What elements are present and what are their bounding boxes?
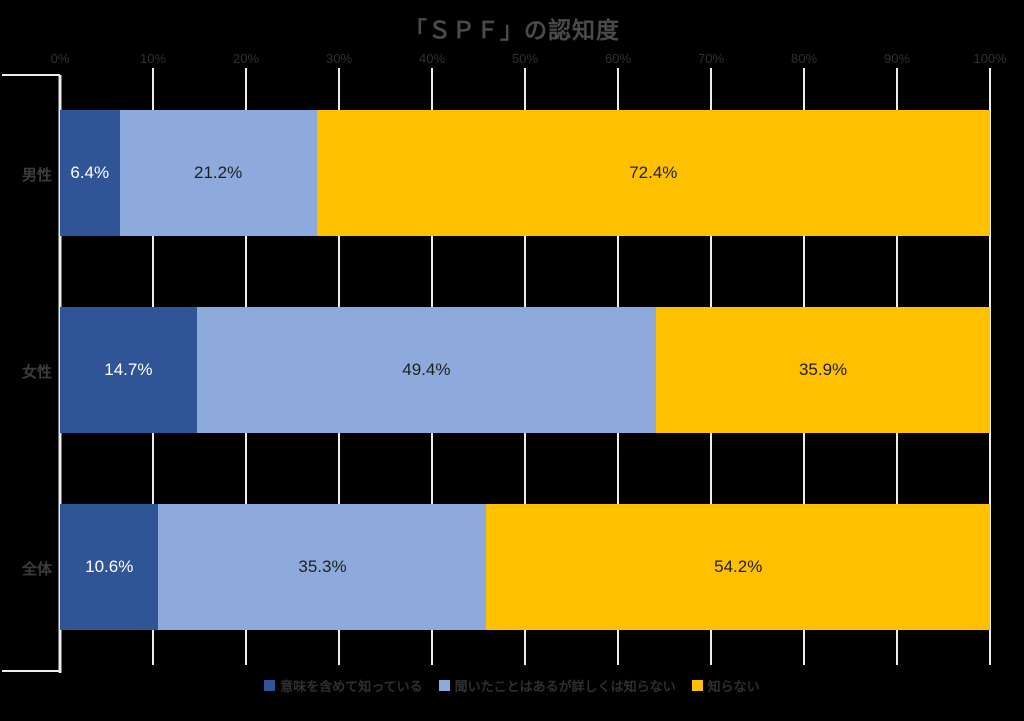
bar-value-label: 35.9% <box>798 360 848 379</box>
legend-swatch <box>264 680 276 691</box>
x-axis-tick-label: 30% <box>325 51 353 66</box>
x-axis-tick-label: 40% <box>418 51 446 66</box>
category-label: 全体 <box>21 561 52 578</box>
plot-area: 6.4% 21.2% 72.4% 14.7% 49.4% 35.9% 10.6% 35.3% 5… <box>58 68 991 673</box>
bar-segment: 14.7% <box>60 307 197 433</box>
bar-segment: 72.4% <box>316 110 990 236</box>
bar-segment: 35.9% <box>656 307 990 433</box>
chart-title: 「ＳＰＦ」の認知度 <box>404 17 620 43</box>
legend-label: 意味を含めて知っている <box>280 679 423 694</box>
legend-item: 知らない <box>691 676 760 695</box>
x-axis-tick-label: 80% <box>790 51 818 66</box>
category-label: 女性 <box>21 364 52 381</box>
x-axis-tick-label: 10% <box>139 51 167 66</box>
category-axis-tick-bottom <box>2 670 60 672</box>
x-axis-tick-label: 0% <box>50 51 70 66</box>
legend: 意味を含めて知っている 聞いたことはあるが詳しくは知らない 知らない <box>0 676 1024 695</box>
x-axis-labels: 0% 10% 20% 30% 40% 50% 60% 70% 80% 90% 100% <box>51 51 1007 67</box>
legend-item: 意味を含めて知っている <box>264 676 423 695</box>
bar-segment: 6.4% <box>60 110 120 236</box>
legend-swatch <box>691 680 703 691</box>
bar-value-label: 14.7% <box>104 360 153 379</box>
bars-layer: 6.4% 21.2% 72.4% 14.7% 49.4% 35.9% 10.6% 35.3% 5… <box>60 75 991 665</box>
x-axis-tick-label: 70% <box>697 51 725 66</box>
legend-label: 聞いたことはあるが詳しくは知らない <box>454 679 676 694</box>
bar-value-label: 21.2% <box>193 163 243 182</box>
x-axis-tick-label: 20% <box>232 51 260 66</box>
gridline <box>989 68 991 665</box>
bar-segment: 21.2% <box>119 110 317 236</box>
bar-row: 6.4% 21.2% 72.4% <box>60 110 990 236</box>
bar-value-label: 10.6% <box>85 557 134 576</box>
legend-item: 聞いたことはあるが詳しくは知らない <box>438 676 676 695</box>
bar-row: 10.6% 35.3% 54.2% <box>60 504 991 630</box>
x-axis-tick-label: 60% <box>604 51 632 66</box>
legend-label: 知らない <box>707 679 760 694</box>
bar-value-label: 49.4% <box>402 360 451 379</box>
bar-segment: 54.2% <box>486 504 991 630</box>
bar-value-label: 35.3% <box>298 557 347 576</box>
bar-value-label: 72.4% <box>629 163 678 182</box>
category-label: 男性 <box>21 167 52 184</box>
x-axis-tick-label: 100% <box>973 51 1007 66</box>
legend-swatch <box>438 680 450 691</box>
bar-value-label: 54.2% <box>714 557 763 576</box>
bar-segment: 35.3% <box>158 504 487 630</box>
bar-segment: 49.4% <box>196 307 657 433</box>
bar-row: 14.7% 49.4% 35.9% <box>60 307 990 433</box>
bar-segment: 10.6% <box>60 504 159 630</box>
x-axis-tick-label: 90% <box>883 51 911 66</box>
bar-value-label: 6.4% <box>70 163 110 182</box>
category-axis-tick-top <box>2 74 60 76</box>
x-axis-tick-label: 50% <box>511 51 539 66</box>
